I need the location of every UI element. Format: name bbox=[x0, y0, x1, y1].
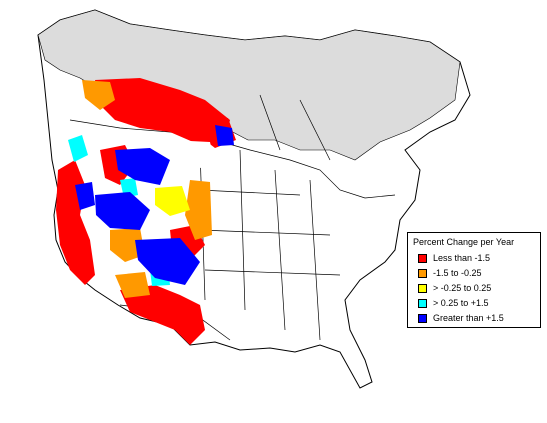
legend-swatch bbox=[418, 253, 427, 263]
us-canada-border bbox=[69, 119, 396, 199]
legend-title: Percent Change per Year bbox=[413, 237, 515, 247]
cell-orange-south bbox=[115, 272, 150, 298]
legend-label: Greater than +1.5 bbox=[433, 313, 504, 323]
cell-orange-nw bbox=[82, 80, 115, 110]
legend-item: > -0.25 to 0.25 bbox=[418, 282, 491, 294]
state-line-9 bbox=[299, 99, 331, 161]
cell-blue-central bbox=[95, 192, 150, 230]
cell-blue-west bbox=[75, 182, 95, 210]
legend: Percent Change per Year Less than -1.5 -1… bbox=[407, 232, 541, 328]
cell-blue-ne bbox=[215, 125, 234, 146]
legend-swatch bbox=[418, 298, 427, 308]
legend-swatch bbox=[418, 283, 427, 293]
state-line-6 bbox=[199, 229, 331, 236]
state-line-3 bbox=[274, 169, 286, 331]
state-line-8 bbox=[259, 94, 281, 151]
legend-label: Less than -1.5 bbox=[433, 253, 491, 263]
state-line-2 bbox=[239, 149, 246, 311]
cell-blue-north bbox=[115, 148, 170, 185]
legend-item: Less than -1.5 bbox=[418, 252, 490, 264]
blank-area bbox=[170, 140, 215, 170]
legend-item: Greater than +1.5 bbox=[418, 312, 504, 324]
cell-red-south bbox=[120, 285, 205, 345]
cell-blue-south bbox=[135, 238, 200, 285]
state-line-4 bbox=[309, 179, 321, 341]
legend-swatch bbox=[418, 313, 427, 323]
state-line-5 bbox=[199, 189, 301, 196]
legend-label: > -0.25 to 0.25 bbox=[433, 283, 492, 293]
cell-orange-mid bbox=[110, 228, 145, 262]
data-cells bbox=[56, 78, 236, 345]
cell-cyan-1 bbox=[68, 135, 88, 162]
cell-red-north bbox=[95, 78, 230, 145]
state-line-7 bbox=[204, 269, 341, 276]
legend-label: -1.5 to -0.25 bbox=[433, 268, 482, 278]
legend-item: > 0.25 to +1.5 bbox=[418, 297, 489, 309]
cell-orange-east bbox=[185, 180, 212, 240]
cell-yellow bbox=[155, 186, 190, 216]
legend-swatch bbox=[418, 268, 427, 278]
boundary-lines bbox=[69, 94, 396, 341]
cell-red-west bbox=[56, 160, 95, 285]
legend-label: > 0.25 to +1.5 bbox=[433, 298, 489, 308]
legend-item: -1.5 to -0.25 bbox=[418, 267, 482, 279]
